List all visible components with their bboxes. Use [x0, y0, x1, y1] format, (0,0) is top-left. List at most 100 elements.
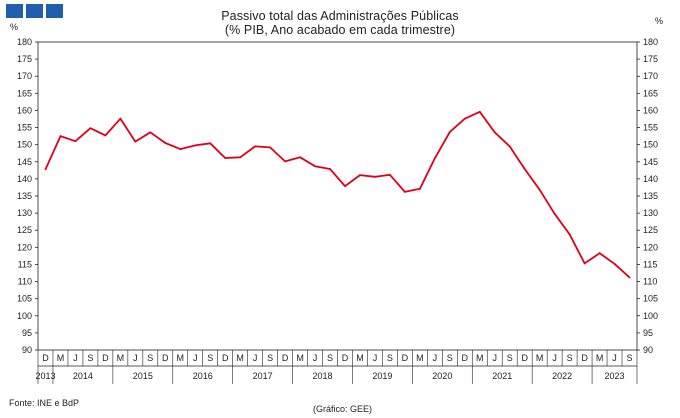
data-point — [254, 145, 257, 148]
quarter-label: J — [133, 353, 138, 363]
series-line — [44, 110, 631, 279]
year-label: 2022 — [552, 371, 572, 381]
quarter-label: M — [177, 353, 185, 363]
chart-title: Passivo total das Administrações Pública… — [221, 9, 459, 23]
quarter-label: S — [387, 353, 393, 363]
data-point — [403, 190, 406, 193]
y-tick-label-right: 155 — [643, 123, 658, 133]
y-tick-label-right: 110 — [643, 277, 657, 287]
year-label: 2015 — [133, 371, 153, 381]
y-tick-label-right: 145 — [643, 157, 658, 167]
year-label: 2013 — [35, 371, 55, 381]
y-tick-label-left: 115 — [18, 259, 32, 269]
y-tick-label-left: 160 — [17, 105, 32, 115]
data-point — [44, 168, 47, 171]
data-point — [433, 157, 436, 160]
plot-frame — [37, 41, 638, 351]
y-tick-label-left: 130 — [17, 208, 32, 218]
y-tick-label-right: 150 — [643, 140, 658, 150]
y-tick-label-right: 175 — [643, 54, 658, 64]
y-tick-label-right: 95 — [643, 328, 653, 338]
data-point — [329, 168, 331, 170]
data-point — [478, 110, 481, 113]
data-point — [583, 262, 586, 265]
quarter-label: S — [267, 353, 273, 363]
data-point — [209, 142, 212, 145]
data-point — [613, 262, 616, 265]
y-tick-label-right: 125 — [643, 225, 658, 235]
quarter-label: D — [222, 353, 229, 363]
logo-block-3 — [46, 4, 63, 18]
quarter-label: D — [402, 353, 409, 363]
quarter-label: J — [313, 353, 318, 363]
y-tick-label-left: 95 — [22, 328, 32, 338]
y-tick-label-left: 100 — [17, 311, 32, 321]
data-point — [194, 144, 197, 147]
year-label: 2020 — [432, 371, 452, 381]
quarter-label: M — [416, 353, 424, 363]
chart-title-block: Passivo total das Administrações Pública… — [0, 9, 680, 37]
data-point — [418, 187, 421, 190]
quarter-label: D — [581, 353, 588, 363]
y-tick-label-left: 125 — [17, 225, 32, 235]
quarter-label: J — [373, 353, 378, 363]
year-label: 2018 — [313, 371, 333, 381]
y-tick-label-right: 130 — [643, 208, 658, 218]
data-point — [448, 131, 451, 133]
y-tick-label-left: 140 — [17, 174, 32, 184]
data-point — [89, 127, 92, 130]
y-tick-label-left: 135 — [17, 191, 32, 201]
data-point — [224, 157, 227, 159]
y-axis-unit-left: % — [10, 22, 18, 32]
y-tick-label-left: 165 — [17, 88, 32, 98]
y-tick-label-left: 150 — [17, 140, 32, 150]
chart-credit: (Gráfico: GEE) — [313, 404, 373, 414]
quarter-label: J — [552, 353, 557, 363]
quarter-label: M — [236, 353, 244, 363]
quarter-label: S — [207, 353, 213, 363]
data-point — [538, 188, 541, 191]
quarter-label: M — [117, 353, 125, 363]
quarter-label: D — [162, 353, 169, 363]
data-point — [134, 140, 137, 143]
y-tick-label-right: 160 — [643, 105, 658, 115]
y-tick-label-right: 120 — [643, 242, 658, 252]
chart-subtitle: (% PIB, Ano acabado em cada trimestre) — [224, 23, 456, 37]
quarter-label: J — [253, 353, 258, 363]
quarter-label: S — [447, 353, 453, 363]
quarter-label: M — [536, 353, 544, 363]
quarter-label: M — [57, 353, 65, 363]
logo-block-2 — [26, 4, 43, 18]
quarter-label: M — [596, 353, 604, 363]
quarter-label: D — [42, 353, 49, 363]
quarter-label: S — [87, 353, 93, 363]
y-tick-label-right: 165 — [643, 88, 658, 98]
year-label: 2017 — [253, 371, 273, 381]
quarter-label: S — [627, 353, 633, 363]
quarter-label: M — [296, 353, 304, 363]
logo — [6, 4, 63, 18]
quarter-label: J — [492, 353, 497, 363]
data-point — [314, 165, 316, 168]
quarter-label: J — [612, 353, 617, 363]
year-label: 2016 — [193, 371, 213, 381]
data-point — [59, 135, 62, 138]
quarter-label: M — [356, 353, 364, 363]
data-point — [284, 160, 286, 163]
y-tick-label-left: 180 — [17, 37, 32, 47]
quarter-label: D — [462, 353, 469, 363]
y-tick-label-left: 145 — [17, 157, 32, 167]
data-point — [463, 117, 466, 120]
quarter-label: S — [147, 353, 153, 363]
y-tick-label-left: 105 — [17, 294, 32, 304]
data-point — [164, 142, 167, 144]
quarter-label: J — [73, 353, 78, 363]
quarter-label: D — [342, 353, 349, 363]
y-tick-label-left: 110 — [18, 277, 32, 287]
data-point — [74, 140, 77, 143]
y-tick-label-right: 180 — [643, 37, 658, 47]
y-tick-label-left: 90 — [22, 345, 32, 355]
y-tick-label-left: 170 — [17, 71, 32, 81]
quarter-label: S — [567, 353, 573, 363]
